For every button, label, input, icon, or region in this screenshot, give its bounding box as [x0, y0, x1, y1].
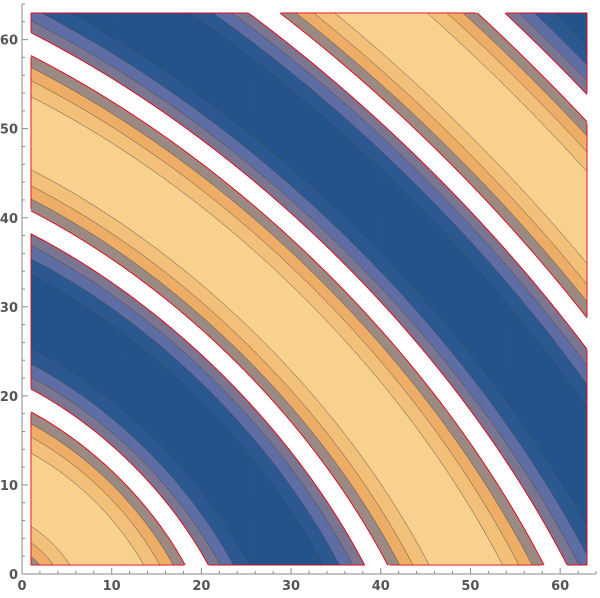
- x-tick-label: 10: [103, 579, 121, 594]
- y-tick-label: 30: [0, 301, 18, 316]
- contour-line: [30, 12, 588, 566]
- y-tick-label: 20: [0, 390, 18, 405]
- y-tick-label: 40: [0, 212, 18, 227]
- contour-band: [30, 12, 588, 566]
- y-tick-label: 10: [0, 479, 18, 494]
- y-tick-label: 50: [0, 123, 18, 138]
- region-boundary-line: [30, 12, 588, 566]
- contour-line: [30, 12, 588, 566]
- contour-line: [30, 12, 588, 566]
- x-axis-ticks: 0 10 20 30 40 50 60: [17, 568, 597, 594]
- y-axis-ticks: 0 10 20 30 40 50 60: [0, 3, 28, 583]
- x-tick-label: 50: [461, 579, 479, 594]
- y-tick-label: 60: [0, 34, 18, 49]
- x-tick-label: 0: [17, 579, 26, 594]
- contour-band: [30, 12, 588, 566]
- domain-edge-line: [30, 12, 588, 566]
- contour-band: [30, 12, 588, 566]
- contour-line: [30, 12, 588, 566]
- plot-area: [30, 12, 588, 566]
- y-tick-label: 0: [9, 568, 18, 583]
- contour-band: [30, 12, 588, 566]
- region-boundary-line: [30, 12, 588, 566]
- contour-line: [30, 12, 588, 566]
- x-tick-label: 30: [282, 579, 300, 594]
- x-tick-label: 20: [192, 579, 210, 594]
- axes: 0 10 20 30 40 50 60 0 10 20 30 40 50 60: [0, 3, 597, 594]
- contour-line: [30, 12, 588, 566]
- x-tick-label: 40: [372, 579, 390, 594]
- x-tick-label: 60: [551, 579, 569, 594]
